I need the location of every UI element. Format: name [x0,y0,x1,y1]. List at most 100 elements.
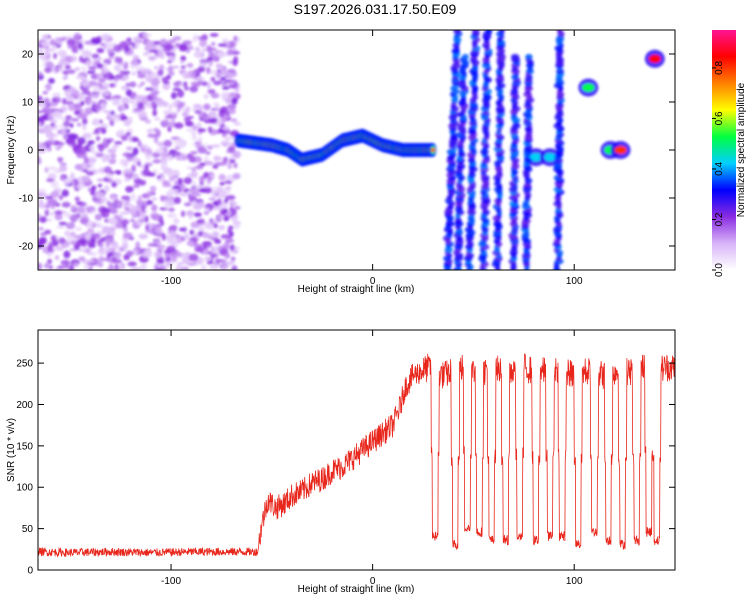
spectrogram-noise-blob [50,119,58,124]
spectrogram-noise-blob [103,177,110,182]
spectrogram-noise-blob [75,234,85,239]
snr-series-line [38,352,675,558]
snr-y-ticks: 0 50 100 150 200 250 [16,359,675,577]
spectrogram-noise-blob [119,158,129,166]
spectrogram-noise-blob [181,267,187,270]
spectrogram-noise-blob [213,206,221,211]
spectrogram-noise-blob [107,148,117,154]
spectrogram-x-ticks: -100 0 100 [161,30,583,287]
spectrogram-noise-blob [57,265,66,270]
spectrogram-noise-blob [216,198,222,206]
spectrogram-noise-blob [100,236,106,243]
spectrogram-noise-blob [130,218,135,223]
spectrogram-noise-blob [132,147,139,156]
spectrogram-noise-blob [81,66,86,74]
spectrogram-y-tick-label: -10 [19,194,34,205]
spectrogram-noise-blob [190,221,199,229]
spectrogram-noise-blob [156,267,163,270]
spectrogram-noise-blob [229,201,239,206]
spectrogram-noise-blob [96,73,104,80]
spectrogram-noise-blob [137,101,145,109]
snr-frame [37,329,676,571]
spectrogram-noise-blob [82,132,92,139]
spectrogram-noise-blob [38,190,44,198]
spectrogram-noise-blob [203,222,212,227]
spectrogram-noise-blob [140,147,147,153]
spectrogram-noise-blob [107,48,115,54]
spectrogram-noise-blob [174,180,179,186]
spectrogram-noise-blob [121,210,128,215]
spectrogram-noise-blob [155,237,161,246]
spectrogram-noise-blob [60,36,67,41]
spectrogram-noise-blob [38,116,47,121]
spectrogram-noise-blob [171,255,177,263]
spectrogram-noise-blob [228,84,238,89]
spectrogram-noise-blob [38,237,47,245]
spectrogram-noise-blob [219,181,225,186]
spectrogram-noise-blob [127,261,137,267]
spectrogram-noise-blob [73,89,80,97]
spectrogram-noise-blob [195,185,203,189]
spectrogram-noise-blob [88,243,96,249]
spectrogram-noise-blob [181,237,186,242]
spectrogram-noise-blob [93,104,103,111]
spectrogram-noise-blob [213,162,224,166]
spectrogram-noise-blob [191,135,198,141]
spectrogram-noise-blob [167,202,174,207]
spectrogram-noise-blob [44,196,54,200]
spectrogram-noise-blob [233,121,242,126]
spectrogram-noise-blob [154,116,160,121]
spectrogram-noise-blob [83,264,91,270]
spectrogram-noise-blob [225,261,235,266]
spectrogram-noise-blob [39,40,50,47]
spectrogram-noise-blob [38,188,47,193]
spectrogram-noise-blob [74,109,81,116]
spectrogram-noise-blob [217,43,227,47]
spectrogram-noise-blob [162,80,170,85]
spectrogram-noise-blob [209,33,219,37]
spectrogram-noise-blob [209,221,215,225]
spectrogram-noise-blob [123,45,130,53]
spectrogram-noise-blob [230,256,236,262]
spectrogram-noise-blob [202,112,207,118]
spectrogram-noise-blob [187,190,192,195]
spectrogram-noise-blob [109,119,115,127]
spectrogram-noise-blob [200,188,206,193]
spectrogram-noise-blob [207,126,213,133]
spectrogram-noise-blob [126,37,132,43]
spectrogram-noise-blob [183,86,190,91]
spectrogram-noise-blob [72,262,79,267]
colorbar-ticks: 0.0 0.2 0.4 0.6 0.8 [712,61,725,277]
spectrogram-noise-blob [70,172,75,179]
spectrogram-noise-blob [151,204,158,212]
spectrogram-noise-blob [99,42,106,46]
spectrogram-noise-blob [203,93,209,100]
spectrogram-noise-blob [103,185,110,193]
spectrogram-noise-blob [204,256,212,262]
spectrogram-noise-blob [132,54,140,61]
spectrogram-noise-blob [136,70,142,74]
spectrogram-noise-blob [193,34,198,40]
spectrogram-noise-blob [221,258,227,264]
spectrogram-noise-blob [121,97,130,105]
spectrogram-noise-blob [164,43,174,51]
spectrogram-noise-blob [116,114,121,118]
spectrogram-streak-blob [461,53,469,60]
spectrogram-noise-blob [213,80,222,86]
spectrogram-noise-blob [169,232,178,237]
spectrogram-noise-blob [233,162,238,169]
spectrogram-noise-blob [81,79,89,83]
spectrogram-noise-blob [165,52,175,56]
spectrogram-noise-blob [144,215,149,223]
spectrogram-noise-blob [49,38,56,46]
spectrogram-noise-blob [38,122,42,126]
spectrogram-noise-blob [69,123,74,128]
spectrogram-noise-blob [162,82,171,91]
spectrogram-band-peak [431,148,436,152]
spectrogram-noise-blob [201,81,208,86]
spectrogram-noise-blob [197,66,206,73]
spectrogram-noise-blob [233,150,241,159]
spectrogram-noise-blob [233,223,241,230]
snr-y-tick-label: 0 [27,566,33,577]
snr-x-tick-label: -100 [161,576,181,587]
